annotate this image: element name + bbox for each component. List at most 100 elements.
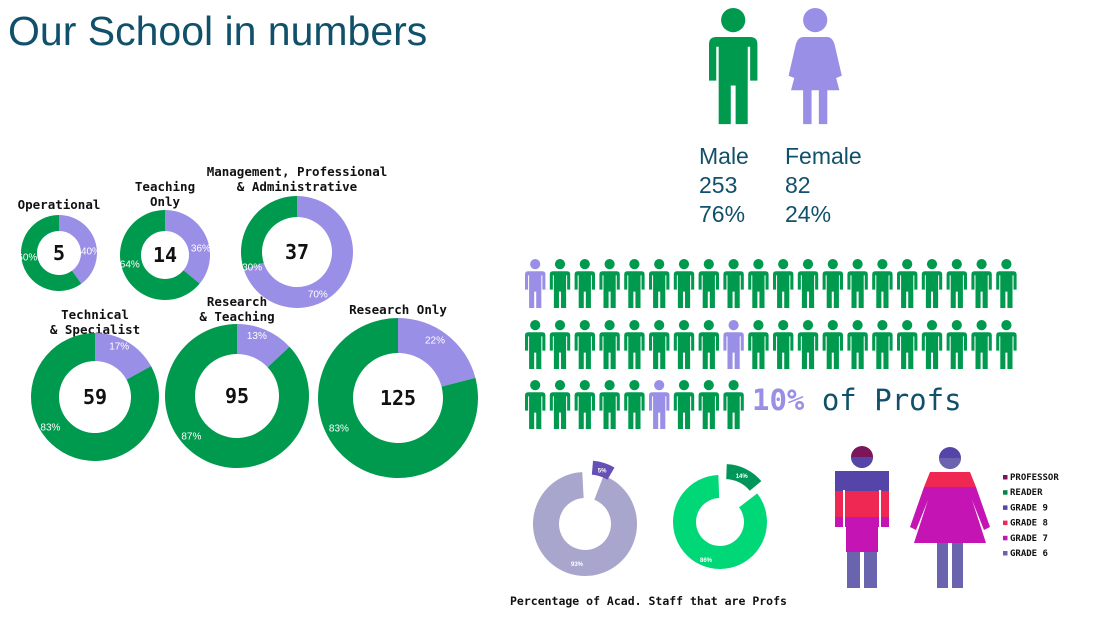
- body: [673, 332, 695, 369]
- head: [579, 320, 590, 331]
- male-prof-icon: [748, 320, 769, 369]
- head: [926, 320, 938, 331]
- male-prof-icon: [549, 380, 571, 429]
- head: [703, 259, 714, 270]
- male-prof-icon: [872, 320, 893, 369]
- head: [530, 380, 541, 391]
- body: [847, 332, 868, 369]
- head: [654, 259, 665, 270]
- head: [803, 8, 828, 33]
- head: [976, 320, 987, 331]
- head: [554, 380, 566, 391]
- male-prof-icon: [797, 259, 819, 308]
- head: [703, 320, 714, 331]
- body: [673, 271, 695, 308]
- body: [698, 392, 719, 429]
- donut-slice: [243, 196, 353, 308]
- head: [728, 380, 739, 391]
- legend-swatch: [1003, 505, 1008, 510]
- leg: [952, 543, 963, 588]
- legend-label: GRADE 7: [1010, 534, 1048, 544]
- body: [525, 271, 546, 308]
- male-prof-icon: [897, 259, 918, 308]
- male-prof-icon: [624, 320, 645, 369]
- body: [847, 271, 868, 308]
- head: [778, 259, 789, 270]
- body: [549, 392, 571, 429]
- male-prof-icon: [624, 380, 645, 429]
- body: [574, 392, 595, 429]
- slice-label: 36%: [191, 244, 211, 255]
- body: [872, 332, 893, 369]
- donut-title: Operational: [18, 197, 101, 212]
- profs-pictogram: 10% of Profs: [525, 259, 1017, 429]
- male-prof-icon: [673, 380, 695, 429]
- female-icon: [788, 8, 842, 125]
- head: [579, 380, 590, 391]
- donut-title: & Specialist: [50, 322, 140, 337]
- donut-title: Management, Professional: [207, 164, 388, 179]
- donut-slice: [240, 196, 297, 270]
- slice-label: 93%: [571, 562, 584, 568]
- body: [549, 271, 571, 308]
- head: [728, 259, 739, 270]
- gender-split: Male 253 76% Female 82 24%: [699, 8, 862, 227]
- male-prof-icon: [897, 320, 918, 369]
- head: [827, 259, 838, 270]
- gender-percent: 24%: [785, 201, 831, 227]
- acad-caption: Percentage of Acad. Staff that are Profs: [510, 594, 787, 608]
- slice-label: 60%: [17, 252, 37, 263]
- male-prof-icon: [971, 320, 992, 369]
- body: [971, 271, 992, 308]
- staff-donut: Technical& Specialist 59 17% 83%: [31, 307, 160, 461]
- slice-label: 83%: [40, 423, 60, 434]
- male-prof-icon: [847, 320, 868, 369]
- male-prof-icon: [822, 259, 843, 308]
- male-prof-icon: [599, 259, 620, 308]
- male-prof-icon: [773, 259, 794, 308]
- head: [802, 259, 814, 270]
- body: [574, 332, 595, 369]
- head: [530, 320, 541, 331]
- body: [897, 271, 918, 308]
- body: [996, 332, 1017, 369]
- body: [525, 392, 546, 429]
- profs-headline-text: of Profs: [804, 383, 961, 417]
- male-prof-icon: [649, 320, 670, 369]
- male-prof-icon: [574, 259, 595, 308]
- male-prof-icon: [872, 259, 893, 308]
- head: [902, 259, 913, 270]
- body: [599, 392, 620, 429]
- body: [649, 332, 670, 369]
- staff-donut: Management, Professional& Administrative…: [207, 164, 388, 308]
- body: [723, 271, 744, 308]
- head: [721, 8, 746, 33]
- gender-label: Male: [699, 143, 749, 169]
- male-prof-icon: [599, 380, 620, 429]
- slice-label: 5%: [598, 469, 607, 475]
- donut-title: & Teaching: [199, 309, 274, 324]
- head: [604, 259, 615, 270]
- head: [604, 380, 615, 391]
- gender-count: 82: [785, 172, 811, 198]
- head: [877, 320, 888, 331]
- male-prof-icon: [698, 320, 719, 369]
- body: [649, 392, 670, 429]
- male-prof-icon: [921, 259, 943, 308]
- head-lower: [939, 458, 961, 469]
- donut-slice: [21, 215, 82, 291]
- head: [678, 380, 690, 391]
- donut-title: Research: [207, 294, 267, 309]
- female-prof-icon: [525, 259, 546, 308]
- body: [946, 271, 967, 308]
- male-prof-icon: [549, 320, 571, 369]
- body: [822, 332, 843, 369]
- slice-label: 40%: [81, 246, 101, 257]
- head: [1001, 320, 1012, 331]
- donut-center-value: 37: [285, 240, 309, 264]
- donut-slice: [59, 215, 98, 284]
- head: [852, 259, 863, 270]
- donut-title: Only: [150, 194, 181, 209]
- male-prof-icon: [698, 259, 719, 308]
- acad-staff-profs: 5% 93% 14% 86% Percentage of Acad. Staff tha…: [510, 460, 787, 608]
